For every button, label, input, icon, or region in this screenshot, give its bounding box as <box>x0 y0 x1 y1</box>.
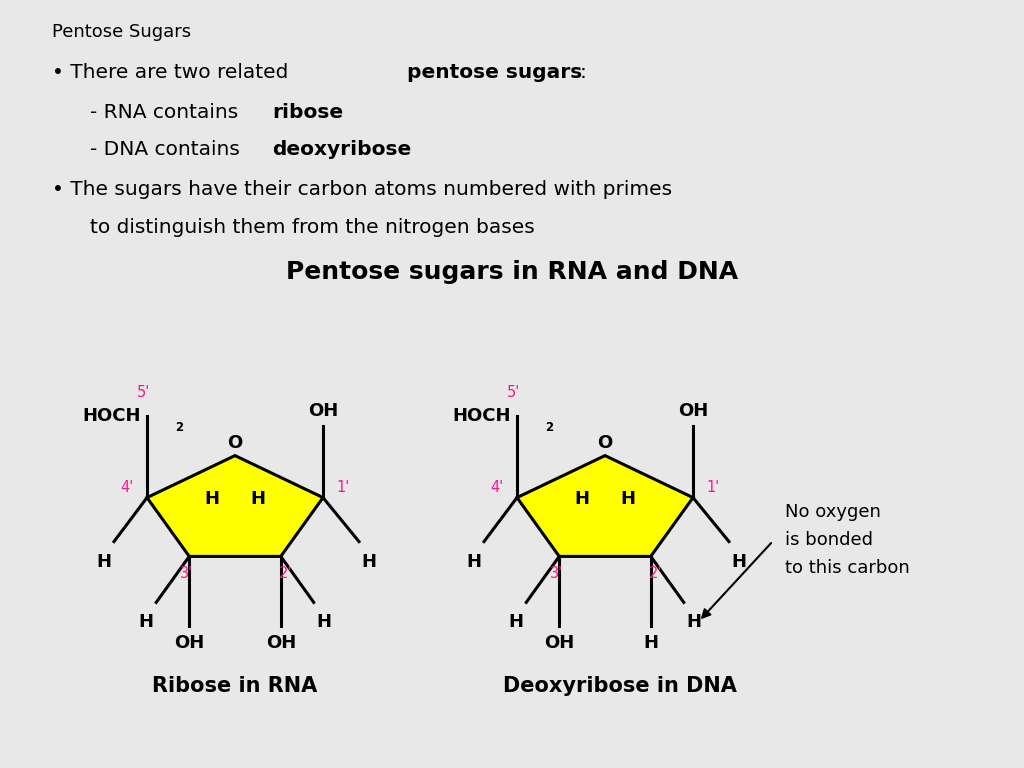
Text: H: H <box>467 553 481 571</box>
Text: deoxyribose: deoxyribose <box>272 140 412 159</box>
Text: OH: OH <box>265 634 296 652</box>
Text: Ribose in RNA: Ribose in RNA <box>153 676 317 696</box>
Text: 4': 4' <box>121 480 133 495</box>
Text: to distinguish them from the nitrogen bases: to distinguish them from the nitrogen ba… <box>90 218 535 237</box>
Text: H: H <box>138 614 154 631</box>
Text: No oxygen: No oxygen <box>785 503 881 521</box>
Text: • The sugars have their carbon atoms numbered with primes: • The sugars have their carbon atoms num… <box>52 180 672 199</box>
Text: OH: OH <box>544 634 574 652</box>
Text: 2: 2 <box>175 421 183 434</box>
Text: pentose sugars: pentose sugars <box>407 63 583 82</box>
Text: 3': 3' <box>179 567 193 581</box>
Text: OH: OH <box>308 402 338 419</box>
Text: ribose: ribose <box>272 103 343 122</box>
Text: to this carbon: to this carbon <box>785 559 909 577</box>
Text: is bonded: is bonded <box>785 531 873 549</box>
Text: 1': 1' <box>707 480 720 495</box>
Text: H: H <box>251 490 265 508</box>
Text: H: H <box>361 553 377 571</box>
Text: 5': 5' <box>136 385 150 399</box>
Text: O: O <box>227 434 243 452</box>
Text: - RNA contains: - RNA contains <box>90 103 245 122</box>
Text: - DNA contains: - DNA contains <box>90 140 246 159</box>
Text: 2': 2' <box>280 567 293 581</box>
Text: 4': 4' <box>490 480 504 495</box>
Text: H: H <box>731 553 746 571</box>
Text: H: H <box>205 490 219 508</box>
Text: 1': 1' <box>336 480 349 495</box>
Text: 3': 3' <box>550 567 563 581</box>
Text: HOCH: HOCH <box>83 406 141 425</box>
Text: Pentose sugars in RNA and DNA: Pentose sugars in RNA and DNA <box>286 260 738 284</box>
Text: • There are two related: • There are two related <box>52 63 295 82</box>
Text: H: H <box>574 490 590 508</box>
Text: H: H <box>621 490 636 508</box>
Text: H: H <box>686 614 701 631</box>
Text: 2: 2 <box>545 421 553 434</box>
Text: H: H <box>643 634 658 652</box>
Text: H: H <box>96 553 112 571</box>
Text: 2': 2' <box>649 567 663 581</box>
Polygon shape <box>517 455 693 556</box>
Text: OH: OH <box>678 402 709 419</box>
Polygon shape <box>147 455 323 556</box>
Text: H: H <box>316 614 331 631</box>
Text: Deoxyribose in DNA: Deoxyribose in DNA <box>503 676 737 696</box>
Text: O: O <box>597 434 612 452</box>
Text: 5': 5' <box>507 385 519 399</box>
Text: H: H <box>509 614 523 631</box>
Text: Pentose Sugars: Pentose Sugars <box>52 23 191 41</box>
Text: :: : <box>580 63 587 82</box>
Text: HOCH: HOCH <box>453 406 511 425</box>
Text: OH: OH <box>174 634 205 652</box>
